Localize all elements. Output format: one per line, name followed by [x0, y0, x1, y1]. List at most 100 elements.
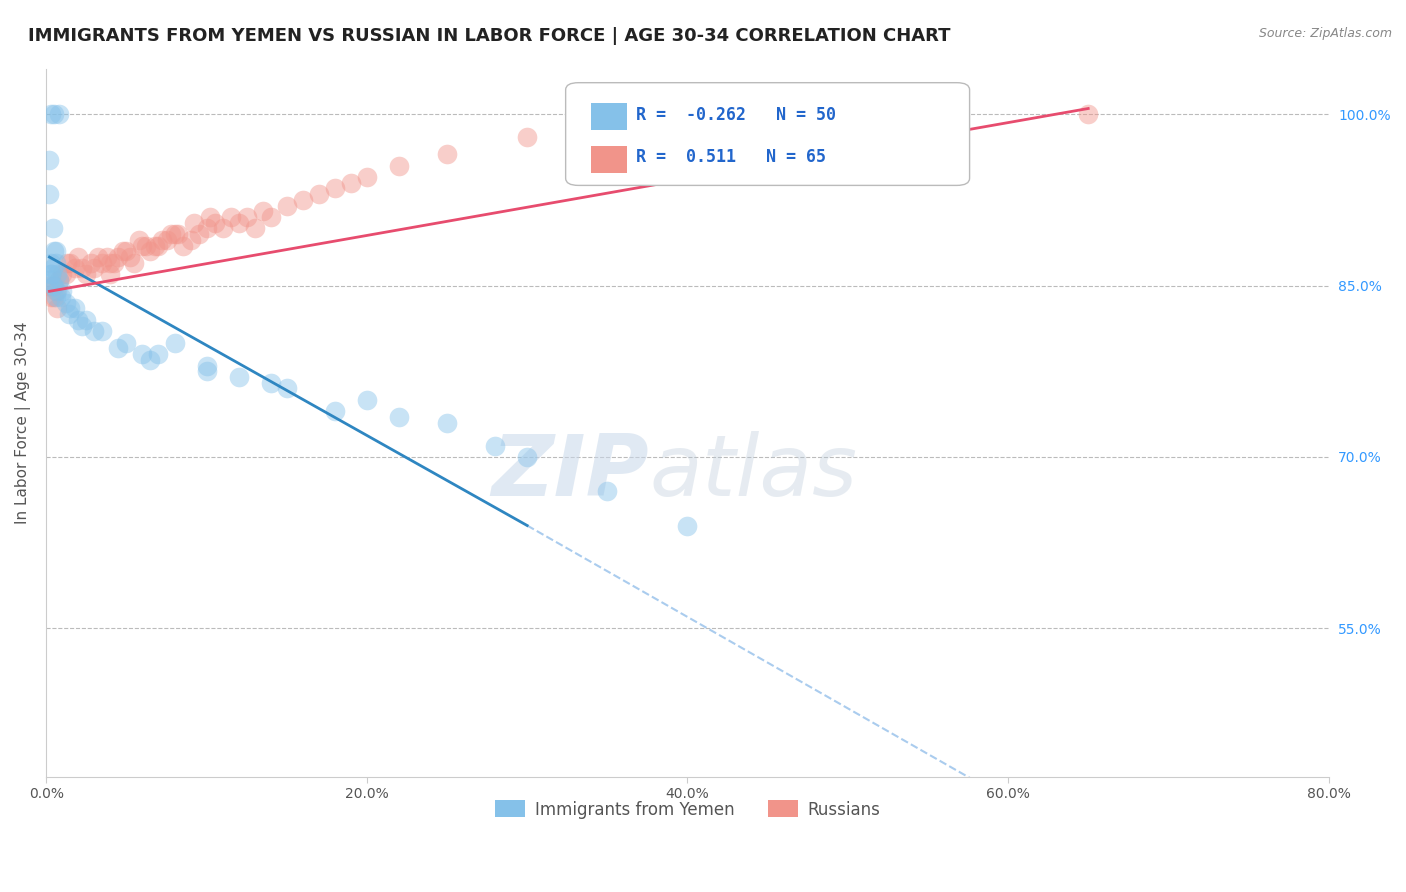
Bar: [592, 103, 627, 130]
Point: [139, 244, 162, 259]
Point: [195, 359, 218, 373]
Text: atlas: atlas: [650, 431, 858, 514]
Point: [150, 233, 173, 247]
Point: [46, 285, 69, 299]
Point: [436, 147, 458, 161]
Legend: Immigrants from Yemen, Russians: Immigrants from Yemen, Russians: [488, 794, 887, 825]
Point: [59, 256, 82, 270]
Y-axis label: In Labor Force | Age 30-34: In Labor Force | Age 30-34: [15, 321, 31, 524]
Point: [100, 256, 122, 270]
Point: [155, 233, 177, 247]
Point: [56, 256, 79, 270]
Point: [63, 261, 86, 276]
Point: [837, 107, 859, 121]
Point: [115, 335, 138, 350]
Point: [180, 233, 202, 247]
Point: [323, 181, 346, 195]
Point: [118, 250, 141, 264]
Text: Source: ZipAtlas.com: Source: ZipAtlas.com: [1258, 27, 1392, 40]
Point: [195, 221, 218, 235]
Point: [252, 204, 274, 219]
Point: [187, 227, 209, 242]
Point: [228, 370, 250, 384]
Point: [44, 107, 66, 121]
Point: [183, 216, 205, 230]
Point: [139, 352, 162, 367]
Point: [46, 267, 69, 281]
Point: [48, 273, 70, 287]
Point: [148, 347, 170, 361]
Point: [204, 216, 226, 230]
Point: [45, 285, 67, 299]
Point: [388, 409, 411, 424]
Point: [124, 256, 146, 270]
Point: [96, 250, 118, 264]
Text: R =  -0.262   N = 50: R = -0.262 N = 50: [636, 105, 837, 124]
Point: [340, 176, 363, 190]
Point: [86, 250, 108, 264]
Point: [260, 210, 283, 224]
Point: [235, 210, 257, 224]
Point: [211, 221, 233, 235]
Point: [70, 318, 93, 333]
Point: [276, 381, 298, 395]
Text: ZIP: ZIP: [491, 431, 650, 514]
Point: [80, 256, 103, 270]
Point: [48, 273, 70, 287]
Text: R =  0.511   N = 65: R = 0.511 N = 65: [636, 148, 827, 166]
Point: [103, 256, 125, 270]
Point: [41, 278, 63, 293]
Point: [67, 313, 90, 327]
Point: [49, 290, 72, 304]
Point: [163, 227, 186, 242]
Point: [276, 199, 298, 213]
Point: [63, 301, 86, 316]
Point: [436, 416, 458, 430]
Point: [59, 301, 82, 316]
Point: [39, 290, 62, 304]
Point: [58, 307, 80, 321]
Point: [166, 227, 188, 242]
Point: [45, 290, 67, 304]
Point: [356, 169, 378, 184]
Point: [38, 153, 60, 167]
Point: [75, 267, 97, 281]
Point: [356, 392, 378, 407]
Point: [243, 221, 266, 235]
Point: [260, 376, 283, 390]
Point: [91, 324, 114, 338]
Point: [131, 347, 153, 361]
Point: [308, 187, 330, 202]
Point: [1077, 107, 1099, 121]
Point: [516, 130, 538, 145]
Point: [135, 238, 157, 252]
Point: [39, 107, 62, 121]
Point: [41, 261, 63, 276]
Point: [67, 250, 90, 264]
Point: [100, 267, 122, 281]
Point: [39, 267, 62, 281]
Point: [70, 261, 93, 276]
Point: [44, 290, 66, 304]
Point: [83, 261, 105, 276]
Point: [163, 335, 186, 350]
Point: [44, 244, 66, 259]
Point: [291, 193, 314, 207]
Point: [228, 216, 250, 230]
Point: [596, 484, 619, 499]
FancyBboxPatch shape: [565, 83, 970, 186]
Point: [107, 342, 129, 356]
Point: [41, 278, 63, 293]
Point: [38, 278, 60, 293]
Text: IMMIGRANTS FROM YEMEN VS RUSSIAN IN LABOR FORCE | AGE 30-34 CORRELATION CHART: IMMIGRANTS FROM YEMEN VS RUSSIAN IN LABO…: [28, 27, 950, 45]
Point: [148, 238, 170, 252]
Point: [160, 227, 183, 242]
Point: [112, 244, 135, 259]
Point: [39, 267, 62, 281]
Point: [91, 256, 114, 270]
Point: [38, 273, 60, 287]
Point: [128, 233, 150, 247]
Bar: [592, 145, 627, 173]
Point: [75, 313, 97, 327]
Point: [219, 210, 242, 224]
